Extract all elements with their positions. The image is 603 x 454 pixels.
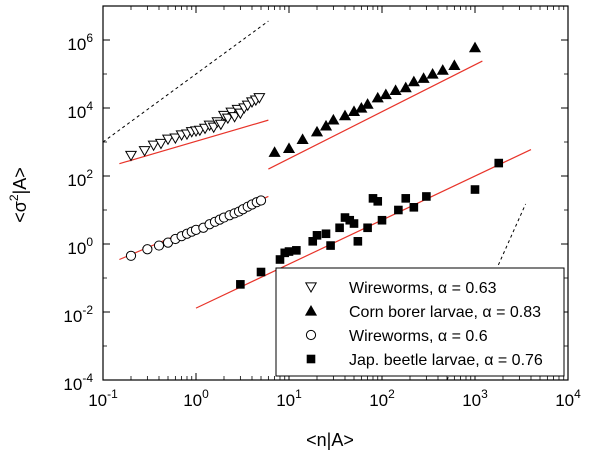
data-point [379,88,392,100]
data-point [321,229,331,239]
data-point [494,158,504,168]
data-point [422,192,431,201]
data-point [292,246,301,255]
data-point [214,119,227,131]
data-point [368,194,378,203]
data-point [147,140,160,152]
legend-marker [306,354,316,364]
y-axis-label: <σ2|A> [7,167,30,223]
x-axis-label: <n|A> [306,430,354,450]
data-points [124,41,504,289]
data-point [312,231,322,240]
data-point [338,109,352,121]
x-tick-label: 104 [555,387,581,410]
y-tick-label: 10-2 [63,303,93,326]
data-point [268,146,281,157]
legend-label: Wireworms, α = 0.6 [349,328,488,345]
data-point [353,237,363,246]
fit-line [119,119,269,165]
legend-box [275,267,565,377]
data-point [282,142,296,154]
data-point [409,203,419,212]
data-point [436,64,449,75]
y-axis-label-sigma: <σ [10,201,30,223]
fit-line [268,60,483,170]
x-tick-label: 101 [276,387,302,410]
data-point [448,59,461,70]
data-point [363,223,372,233]
data-point [256,267,266,277]
data-point [373,197,383,206]
data-point [349,219,359,228]
data-point [335,223,344,233]
data-point [308,237,318,246]
y-tick-label: 104 [67,99,93,122]
data-point [468,41,482,53]
data-point [361,98,374,109]
data-point [255,195,267,206]
legend: Wireworms, α = 0.63 Corn borer larvae, α … [275,267,565,377]
data-point [125,250,137,261]
legend-marker [304,305,318,316]
y-tick-label: 100 [67,235,93,258]
reference-line-dashed [102,20,269,143]
data-point [407,75,420,87]
x-tick-label: 100 [183,387,209,410]
data-point [154,138,168,150]
data-point [340,213,350,222]
data-point [426,68,439,79]
data-point [253,93,266,104]
y-tick-label: 106 [67,31,93,54]
y-tick-label: 102 [67,167,93,190]
legend-marker [305,329,317,341]
legend-label: Jap. beetle larvae, α = 0.76 [349,352,543,369]
data-point [399,81,412,93]
data-point [161,134,175,146]
data-point [327,113,340,125]
y-axis-label-condition: |A> [10,167,30,194]
data-point [326,241,335,250]
data-point [275,255,285,264]
data-point [319,119,333,131]
data-point [377,215,387,225]
data-point [417,72,430,83]
data-point [310,125,324,137]
legend-marker [304,282,318,293]
data-point [169,133,182,145]
data-point [228,112,241,123]
x-tick-label: 10-1 [88,387,118,410]
data-point [394,205,403,215]
data-point [284,247,294,256]
x-tick-label: 103 [462,387,488,410]
data-point [124,150,138,162]
data-point [401,194,411,203]
data-point [389,84,402,96]
legend-label: Corn borer larvae, α = 0.83 [349,304,541,321]
data-point [296,133,309,144]
data-point [153,240,165,251]
y-axis-label-exponent: 2 [7,194,21,201]
data-point [371,91,384,103]
x-tick-label: 102 [369,387,395,410]
data-point [470,185,480,194]
x-axis-ticks: 10-1 100 101 102 103 104 [88,6,581,410]
y-tick-label: 10-4 [63,371,93,394]
y-axis-ticks: 10-4 10-2 100 102 104 106 [63,5,568,394]
data-point [138,146,151,157]
data-point [142,244,153,255]
data-point [236,280,245,289]
legend-label: Wireworms, α = 0.63 [349,280,497,297]
